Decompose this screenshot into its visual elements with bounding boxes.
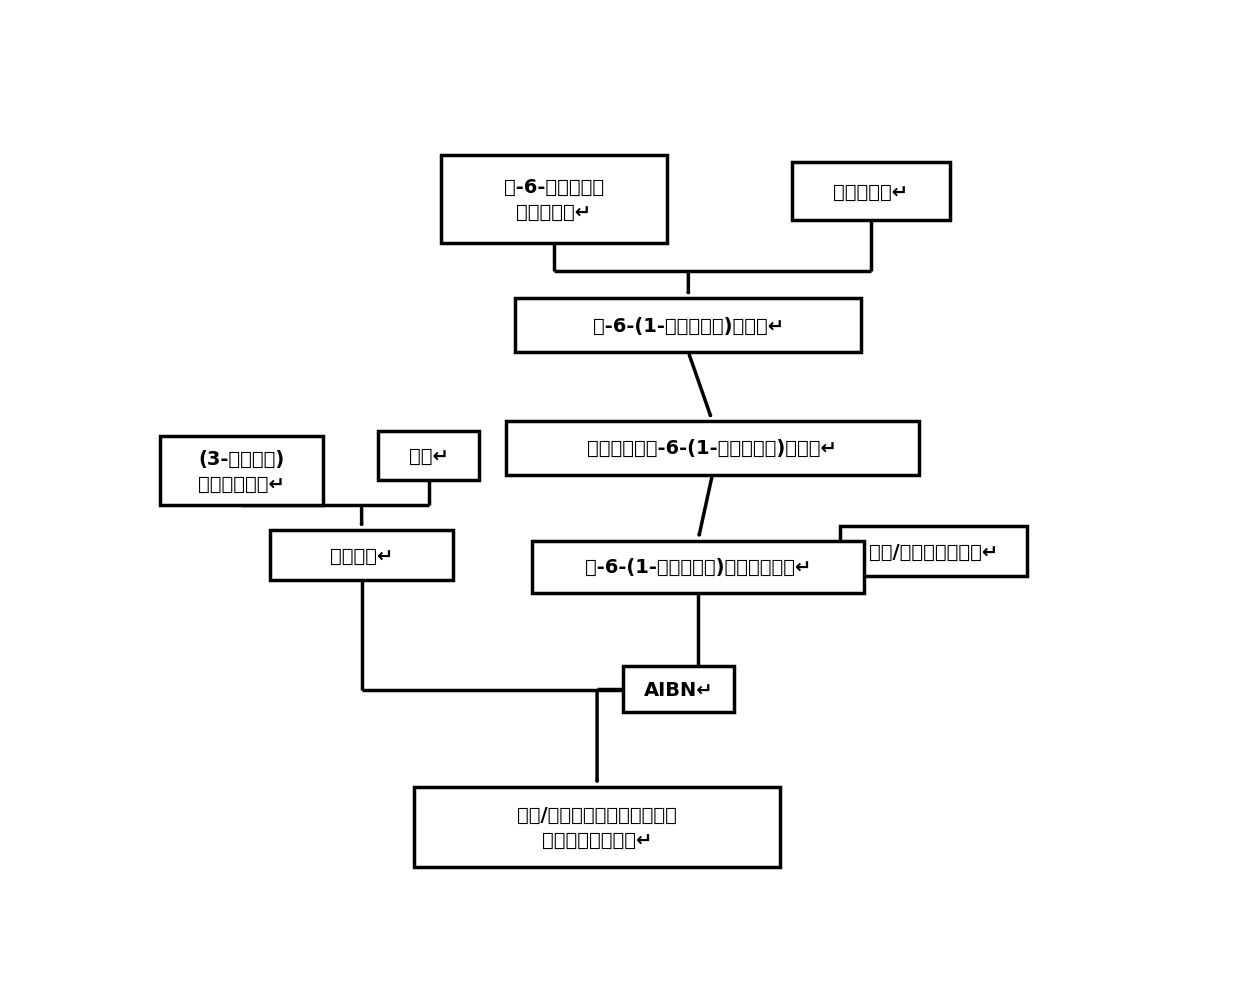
Text: 单-6-(1-烯丙基咪唑)环糊精↵: 单-6-(1-烯丙基咪唑)环糊精↵	[593, 316, 784, 335]
Bar	[839, 527, 1027, 577]
Bar	[378, 431, 480, 481]
Text: 对甲/氯苯基异氰酸酯↵: 对甲/氯苯基异氰酸酯↵	[869, 543, 998, 562]
Bar	[414, 787, 780, 868]
Bar	[791, 163, 950, 221]
Text: 疏基硅胶↵: 疏基硅胶↵	[330, 546, 393, 565]
Bar	[160, 437, 324, 506]
Text: 烯丙基咪唑↵: 烯丙基咪唑↵	[833, 183, 909, 202]
Text: 对甲/氯苯异氰酸酯修饰的环糊
精手性固定相材料↵: 对甲/氯苯异氰酸酯修饰的环糊 精手性固定相材料↵	[517, 805, 677, 849]
Bar	[441, 156, 667, 244]
Text: AIBN↵: AIBN↵	[644, 680, 713, 699]
Text: 硅胶↵: 硅胶↵	[409, 446, 449, 465]
Bar	[270, 531, 453, 580]
Text: 单-6-对甲基苯磺
酰基环糊精↵: 单-6-对甲基苯磺 酰基环糊精↵	[503, 178, 604, 222]
Bar	[624, 667, 734, 713]
Bar	[516, 299, 862, 353]
Text: (3-巯基丙基)
三甲氧基硅烷↵: (3-巯基丙基) 三甲氧基硅烷↵	[198, 449, 285, 493]
Text: 单-6-(1-烯丙基咪唑)环糊精的衍生↵: 单-6-(1-烯丙基咪唑)环糊精的衍生↵	[585, 558, 811, 577]
Bar	[532, 541, 864, 593]
Text: 离子交换的单-6-(1-烯丙基咪唑)环糊精↵: 离子交换的单-6-(1-烯丙基咪唑)环糊精↵	[588, 439, 837, 458]
Bar	[506, 421, 919, 475]
